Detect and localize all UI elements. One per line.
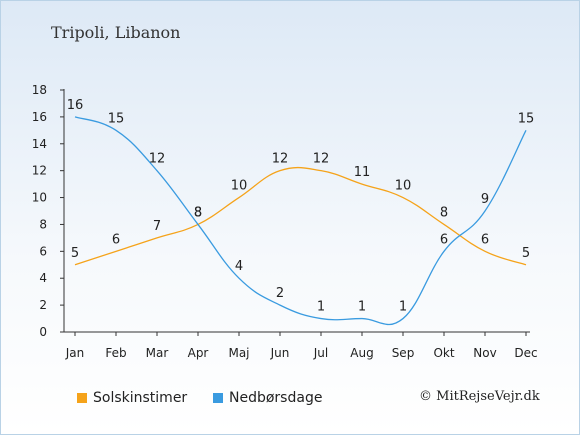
data-label-sunshine: 8: [194, 205, 202, 220]
data-label-rain-days: 1: [317, 300, 325, 315]
data-label-sunshine: 5: [71, 246, 79, 261]
data-label-sunshine: 5: [522, 246, 530, 261]
data-label-rain-days: 15: [108, 111, 125, 126]
copyright-text: © MitRejseVejr.dk: [419, 389, 540, 404]
y-tick-label: 8: [39, 217, 47, 231]
data-label-rain-days: 6: [440, 232, 448, 247]
data-label-rain-days: 16: [67, 98, 84, 113]
x-tick-label: Nov: [473, 346, 496, 360]
legend-item-rain-days: Nedbørsdage: [213, 390, 322, 406]
series-line-sunshine: [74, 166, 527, 266]
x-tick-label: Dec: [514, 346, 537, 360]
data-label-rain-days: 8: [194, 205, 202, 220]
legend-item-sunshine: Solskinstimer: [77, 390, 187, 406]
data-label-sunshine: 10: [395, 179, 412, 194]
x-tick-label: Jun: [270, 346, 290, 360]
data-label-sunshine: 10: [231, 179, 248, 194]
legend-swatch-sunshine: [77, 393, 87, 403]
data-label-sunshine: 11: [354, 165, 371, 180]
series-line-rain-days: [74, 116, 527, 326]
y-tick-label: 16: [32, 110, 47, 124]
data-label-rain-days: 1: [399, 300, 407, 315]
data-label-sunshine: 8: [440, 205, 448, 220]
y-tick-label: 14: [32, 137, 47, 151]
chart-title: Tripoli, Libanon: [51, 23, 181, 42]
x-tick-label: Maj: [228, 346, 249, 360]
x-tick-label: Jan: [65, 346, 85, 360]
y-tick-label: 4: [39, 271, 47, 285]
legend-label-rain-days: Nedbørsdage: [229, 390, 323, 406]
y-tick-label: 18: [32, 83, 47, 97]
x-tick-label: Feb: [105, 346, 126, 360]
data-label-rain-days: 1: [358, 300, 366, 315]
data-label-rain-days: 2: [276, 286, 284, 301]
data-label-rain-days: 12: [149, 152, 166, 167]
data-label-sunshine: 7: [153, 219, 161, 234]
y-tick-label: 12: [32, 164, 47, 178]
x-tick-label: Mar: [146, 346, 169, 360]
y-tick-label: 6: [39, 244, 47, 258]
x-tick-label: Apr: [188, 346, 209, 360]
legend-label-sunshine: Solskinstimer: [93, 390, 188, 406]
data-label-sunshine: 12: [272, 152, 289, 167]
x-tick-label: Sep: [392, 346, 415, 360]
data-label-rain-days: 4: [235, 259, 243, 274]
y-tick-label: 2: [39, 298, 47, 312]
y-tick-label: 10: [32, 191, 47, 205]
data-label-rain-days: 9: [481, 192, 489, 207]
x-tick-label: Jul: [313, 346, 328, 360]
data-label-sunshine: 6: [481, 232, 489, 247]
data-label-sunshine: 12: [313, 152, 330, 167]
x-tick-label: Aug: [350, 346, 373, 360]
data-label-sunshine: 6: [112, 232, 120, 247]
x-tick-label: Okt: [433, 346, 454, 360]
y-tick-label: 0: [39, 325, 47, 339]
series-lines: [74, 116, 527, 326]
data-label-rain-days: 15: [518, 111, 535, 126]
legend-swatch-rain-days: [213, 393, 223, 403]
